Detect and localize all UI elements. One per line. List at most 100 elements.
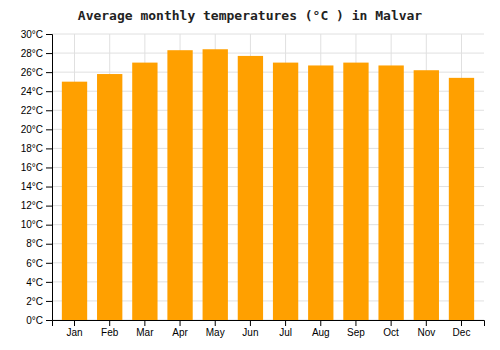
bars	[62, 49, 474, 320]
y-tick-label: 18°C	[21, 143, 43, 154]
y-tick: 30°C	[21, 29, 52, 40]
y-tick: 8°C	[26, 238, 52, 249]
y-tick: 24°C	[21, 86, 52, 97]
x-tick-label: Oct	[383, 327, 399, 338]
x-tick-label: May	[206, 327, 225, 338]
y-tick: 20°C	[21, 124, 52, 135]
y-tick-mark	[46, 225, 52, 226]
x-tick-label: Mar	[136, 327, 154, 338]
plot-area: 0°C 2°C 4°C 6°C 8°C 10°C 12°C 14°C 16°C 18°C 20°C 2…	[21, 29, 485, 338]
x-tick: Jan	[66, 320, 82, 338]
y-axis: 0°C 2°C 4°C 6°C 8°C 10°C 12°C 14°C 16°C 18°C 20°C 2…	[21, 29, 53, 326]
y-tick-label: 24°C	[21, 86, 43, 97]
y-tick-mark	[46, 72, 52, 73]
bar	[97, 74, 122, 320]
y-tick-label: 14°C	[21, 181, 43, 192]
x-tick-mark	[320, 320, 321, 326]
y-tick: 6°C	[26, 258, 52, 269]
x-tick-mark	[215, 320, 216, 326]
y-tick: 2°C	[26, 296, 52, 307]
y-tick-mark	[46, 301, 52, 302]
x-tick: Nov	[417, 320, 435, 338]
bar	[414, 70, 439, 320]
y-tick-label: 12°C	[21, 200, 43, 211]
y-tick-mark	[46, 244, 52, 245]
y-grid-line	[52, 34, 484, 35]
y-grid-line	[52, 53, 484, 54]
x-tick: Feb	[101, 320, 119, 338]
x-tick-label: Jan	[66, 327, 82, 338]
x-tick: Sep	[347, 320, 365, 338]
y-tick-label: 8°C	[26, 238, 43, 249]
x-tick: Jun	[242, 320, 258, 338]
bar	[238, 56, 263, 320]
y-tick-mark	[46, 34, 52, 35]
x-axis: Jan Feb Mar Apr May Jun Jul Aug Sep Oct Nov Dec	[53, 320, 485, 338]
y-tick-mark	[46, 129, 52, 130]
x-tick-label: Jun	[242, 327, 258, 338]
bar	[308, 65, 333, 320]
y-tick: 28°C	[21, 48, 52, 59]
bar	[449, 78, 474, 320]
bar	[167, 50, 192, 320]
y-tick-label: 6°C	[26, 258, 43, 269]
x-axis-line	[53, 321, 485, 327]
x-tick: Aug	[312, 320, 330, 338]
y-tick: 14°C	[21, 181, 52, 192]
x-tick: Dec	[453, 320, 471, 338]
y-tick: 26°C	[21, 67, 52, 78]
y-tick: 16°C	[21, 162, 52, 173]
x-tick-mark	[180, 320, 181, 326]
bar	[378, 65, 403, 320]
bar	[273, 63, 298, 320]
bar	[132, 63, 157, 320]
x-tick: Apr	[172, 320, 188, 338]
y-tick-label: 20°C	[21, 124, 43, 135]
bar	[62, 82, 87, 320]
x-tick-mark	[285, 320, 286, 326]
y-axis-line	[46, 35, 53, 321]
x-tick-label: Sep	[347, 327, 365, 338]
x-tick-mark	[109, 320, 110, 326]
y-tick-mark	[46, 187, 52, 188]
y-tick-label: 4°C	[26, 277, 43, 288]
y-tick: 22°C	[21, 105, 52, 116]
y-tick-mark	[46, 263, 52, 264]
x-tick-mark	[355, 320, 356, 326]
x-tick-mark	[74, 320, 75, 326]
y-tick-mark	[46, 206, 52, 207]
chart: 0°C 2°C 4°C 6°C 8°C 10°C 12°C 14°C 16°C 18°C 20°C 2…	[0, 0, 500, 350]
bar	[343, 63, 368, 320]
bar	[203, 49, 228, 320]
x-tick: May	[206, 320, 225, 338]
x-tick-label: Feb	[101, 327, 119, 338]
y-tick-mark	[46, 282, 52, 283]
y-tick: 18°C	[21, 143, 52, 154]
y-tick-mark	[46, 320, 52, 321]
y-tick-mark	[46, 148, 52, 149]
x-tick-label: Jul	[279, 327, 292, 338]
x-tick: Oct	[383, 320, 399, 338]
y-tick-label: 30°C	[21, 29, 43, 40]
title: Average monthly temperatures (°C ) in Ma…	[78, 8, 423, 23]
x-tick-label: Nov	[417, 327, 435, 338]
y-tick-mark	[46, 91, 52, 92]
x-tick-mark	[391, 320, 392, 326]
y-tick: 12°C	[21, 200, 52, 211]
x-tick-label: Aug	[312, 327, 330, 338]
y-tick-label: 26°C	[21, 67, 43, 78]
x-tick-mark	[461, 320, 462, 326]
y-tick-label: 16°C	[21, 162, 43, 173]
x-tick-label: Apr	[172, 327, 188, 338]
y-tick-label: 0°C	[26, 315, 43, 326]
x-tick-mark	[144, 320, 145, 326]
x-tick: Jul	[279, 320, 292, 338]
y-tick: 4°C	[26, 277, 52, 288]
y-tick-label: 2°C	[26, 296, 43, 307]
y-tick-mark	[46, 167, 52, 168]
y-tick: 0°C	[26, 315, 52, 326]
y-tick: 10°C	[21, 219, 52, 230]
y-tick-mark	[46, 110, 52, 111]
y-tick-mark	[46, 53, 52, 54]
y-tick-label: 22°C	[21, 105, 43, 116]
